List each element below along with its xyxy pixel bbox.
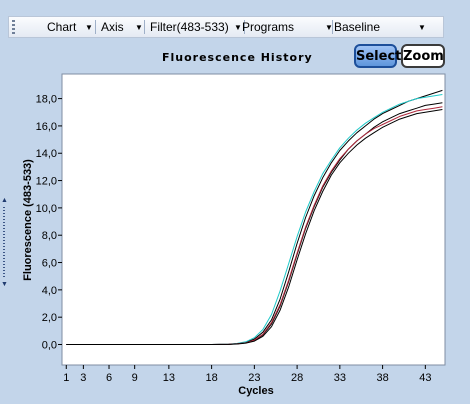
collapse-up-icon[interactable]: ▲	[1, 197, 8, 204]
x-tick-label: 18	[205, 372, 217, 384]
toolbar-divider	[95, 20, 96, 34]
chevron-down-icon: ▼	[85, 23, 93, 32]
x-axis: 1 3 6 9 13 18 23 28 33 38 43	[63, 365, 431, 384]
x-tick-label: 33	[334, 372, 346, 384]
plot-area[interactable]	[61, 73, 446, 366]
series-line	[66, 106, 443, 345]
series-line	[66, 109, 443, 345]
menu-baseline-label: Baseline	[334, 20, 381, 34]
y-tick-label: 8,0	[42, 230, 57, 242]
menu-programs[interactable]: Programs ▼	[242, 17, 333, 37]
x-tick-label: 3	[80, 372, 86, 384]
menu-axis-label: Axis	[101, 20, 124, 34]
x-axis-label: Cycles	[238, 385, 273, 397]
chart-toolbar: Chart ▼ Axis ▼ Filter(483-533) ▼ Program…	[8, 16, 444, 38]
y-axis-label: Fluorescence (483-533)	[22, 159, 34, 281]
series-line	[66, 94, 443, 345]
chevron-down-icon: ▼	[325, 23, 333, 32]
y-tick-label: 2,0	[42, 312, 57, 324]
chart-title: Fluorescence History	[162, 51, 313, 64]
y-tick-label: 14,0	[36, 148, 57, 160]
y-tick-label: 6,0	[42, 258, 57, 270]
toolbar-divider	[244, 20, 245, 34]
x-tick-label: 23	[248, 372, 260, 384]
chevron-down-icon: ▼	[234, 23, 242, 32]
series-line	[66, 89, 443, 345]
toolbar-divider	[332, 20, 333, 34]
y-tick-label: 10,0	[36, 203, 57, 215]
x-tick-label: 13	[163, 372, 175, 384]
chevron-down-icon: ▼	[418, 23, 426, 32]
zoom-button[interactable]: Zoom	[401, 44, 445, 68]
y-axis: 0,0 2,0 4,0 6,0 8,0 10,0 12,0 14,0 16,0 18,0	[36, 94, 62, 352]
series-lines	[66, 89, 443, 345]
panel-splitter[interactable]: ▲ ▼	[0, 195, 8, 290]
x-tick-label: 9	[132, 372, 138, 384]
menu-baseline[interactable]: Baseline ▼	[334, 17, 426, 37]
toolbar-grip[interactable]	[12, 20, 15, 34]
y-tick-label: 18,0	[36, 94, 57, 106]
menu-filter[interactable]: Filter(483-533) ▼	[150, 17, 242, 37]
splitter-grip	[3, 207, 5, 277]
y-tick-label: 0,0	[42, 340, 57, 352]
menu-filter-label: Filter(483-533)	[150, 20, 229, 34]
x-tick-label: 1	[63, 372, 69, 384]
menu-axis[interactable]: Axis ▼	[101, 17, 143, 37]
x-tick-label: 43	[419, 372, 431, 384]
y-tick-label: 4,0	[42, 285, 57, 297]
x-tick-label: 6	[106, 372, 112, 384]
x-tick-label: 38	[376, 372, 388, 384]
y-tick-label: 12,0	[36, 176, 57, 188]
x-tick-label: 28	[291, 372, 303, 384]
select-button[interactable]: Select	[354, 44, 401, 68]
chevron-down-icon: ▼	[135, 23, 143, 32]
toolbar-divider	[144, 20, 145, 34]
collapse-down-icon[interactable]: ▼	[1, 281, 8, 288]
y-tick-label: 16,0	[36, 121, 57, 133]
menu-chart[interactable]: Chart ▼	[47, 17, 93, 37]
menu-programs-label: Programs	[242, 20, 295, 34]
menu-chart-label: Chart	[47, 20, 77, 34]
